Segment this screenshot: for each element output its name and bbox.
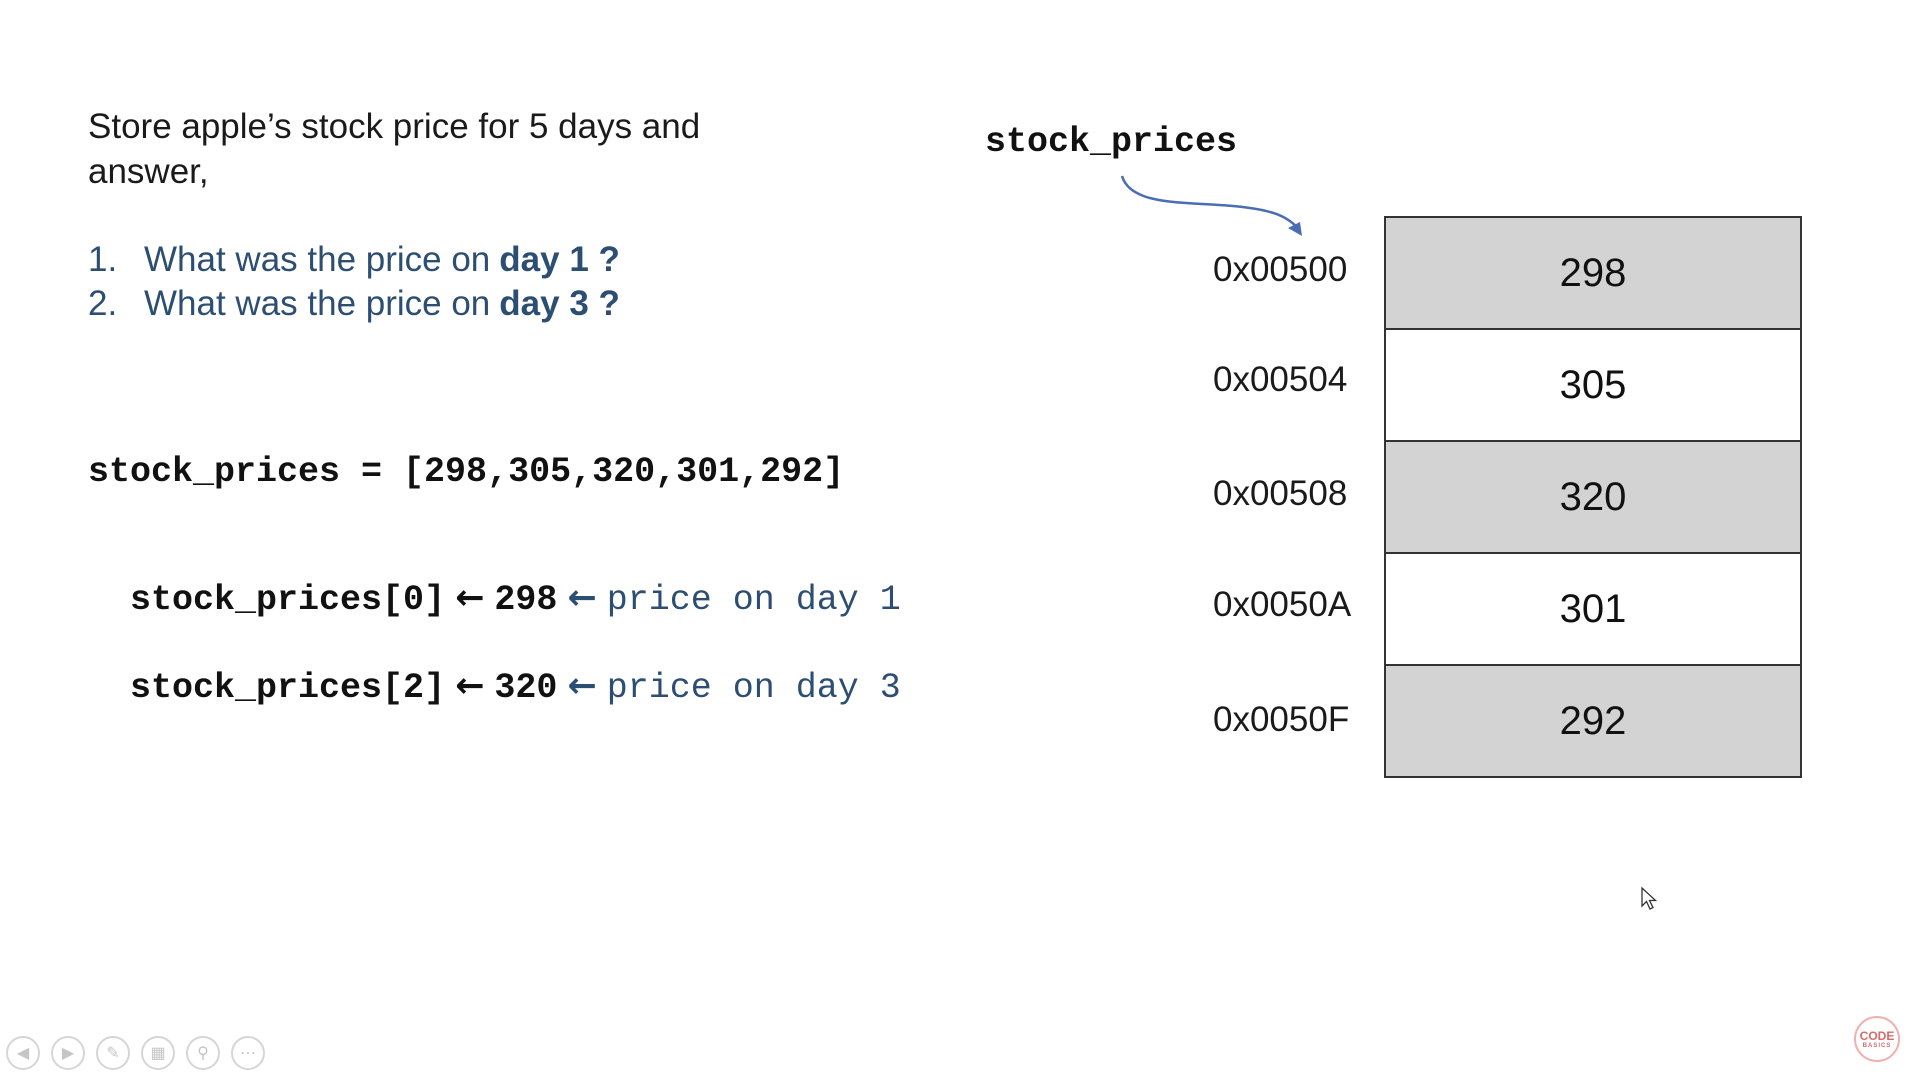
memory-cell: 305 (1386, 330, 1800, 442)
zoom-icon[interactable]: ⚲ (186, 1036, 220, 1070)
memory-address: 0x00500 (1213, 250, 1348, 289)
question-emphasis: day 3 ? (499, 284, 620, 323)
question-item: 1. What was the price on day 1 ? (88, 238, 908, 282)
slides-icon[interactable]: ▦ (141, 1036, 175, 1070)
code-assignment: stock_prices = [298,305,320,301,292] (88, 452, 845, 492)
previous-icon[interactable]: ◀ (6, 1036, 40, 1070)
logo-line-2: BASICS (1862, 1043, 1892, 1049)
memory-cell: 320 (1386, 442, 1800, 554)
code-basics-logo: CODE BASICS (1854, 1016, 1900, 1062)
intro-text: Store apple’s stock price for 5 days and… (88, 104, 848, 194)
code-value: 298 (494, 580, 558, 620)
left-arrow-icon: ← (567, 578, 597, 618)
mouse-cursor-icon (1641, 886, 1658, 910)
left-arrow-icon: ← (455, 578, 485, 618)
code-value: 320 (494, 668, 558, 708)
memory-cell: 298 (1386, 218, 1800, 330)
memory-address: 0x00504 (1213, 360, 1348, 399)
left-arrow-icon: ← (455, 666, 485, 706)
code-comment: price on day 3 (606, 668, 901, 708)
pen-icon[interactable]: ✎ (96, 1036, 130, 1070)
left-arrow-icon: ← (567, 666, 597, 706)
intro-line-1: Store apple’s stock price for 5 days and (88, 107, 701, 146)
more-icon[interactable]: ⋯ (231, 1036, 265, 1070)
question-number: 2. (88, 284, 118, 323)
code-expression: stock_prices[0] (130, 580, 446, 620)
code-comment: price on day 1 (606, 580, 901, 620)
code-access-line: stock_prices[2] ← 320 ← price on day 3 (88, 626, 901, 708)
memory-address: 0x0050F (1213, 700, 1350, 739)
code-access-line: stock_prices[0] ← 298 ← price on day 1 (88, 538, 901, 620)
question-text: What was the price on (144, 240, 491, 279)
memory-cell: 292 (1386, 666, 1800, 776)
pointer-arrow-icon (1120, 175, 1302, 236)
question-list: 1. What was the price on day 1 ? 2. What… (88, 238, 908, 326)
slide-toolbar: ◀ ▶ ✎ ▦ ⚲ ⋯ (6, 1036, 265, 1070)
intro-line-2: answer, (88, 152, 209, 191)
question-number: 1. (88, 240, 118, 279)
memory-cell: 301 (1386, 554, 1800, 666)
code-expression: stock_prices[2] (130, 668, 446, 708)
question-text: What was the price on (144, 284, 491, 323)
question-emphasis: day 1 ? (499, 240, 620, 279)
next-icon[interactable]: ▶ (51, 1036, 85, 1070)
variable-label: stock_prices (985, 122, 1238, 162)
memory-address: 0x00508 (1213, 474, 1348, 513)
memory-table: 298 305 320 301 292 (1384, 216, 1802, 778)
logo-line-1: CODE (1859, 1029, 1895, 1043)
question-item: 2. What was the price on day 3 ? (88, 282, 908, 326)
memory-address: 0x0050A (1213, 585, 1352, 624)
